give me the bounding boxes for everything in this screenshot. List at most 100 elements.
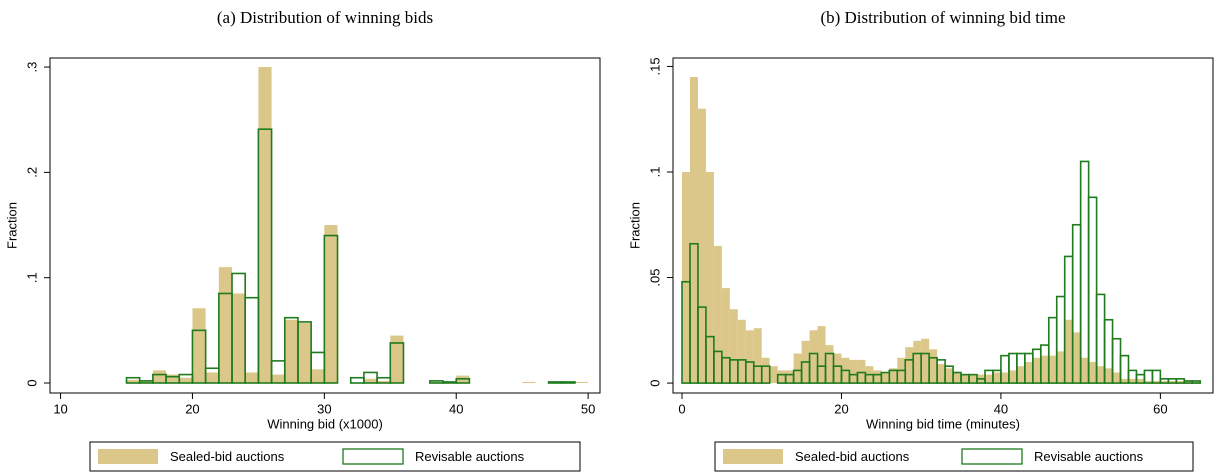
y-tick-label: 0 bbox=[24, 379, 39, 386]
bar bbox=[705, 171, 714, 384]
bar bbox=[777, 370, 786, 384]
bar bbox=[937, 364, 946, 384]
bar bbox=[753, 328, 762, 384]
bar bbox=[873, 370, 882, 384]
x-tick-label: 0 bbox=[678, 401, 685, 416]
bar bbox=[921, 338, 930, 384]
bar bbox=[953, 372, 962, 384]
bar bbox=[1096, 366, 1105, 384]
x-tick-label: 10 bbox=[53, 401, 67, 416]
bar bbox=[857, 359, 866, 384]
bar bbox=[560, 381, 576, 384]
legend-swatch bbox=[342, 448, 404, 465]
bar bbox=[324, 225, 338, 383]
bar bbox=[1072, 332, 1081, 384]
legend-label: Revisable auctions bbox=[1034, 449, 1144, 464]
bar bbox=[297, 322, 312, 383]
bar bbox=[689, 76, 698, 384]
legend-label: Sealed-bid auctions bbox=[795, 449, 910, 464]
bar bbox=[1016, 366, 1025, 384]
bar bbox=[1032, 357, 1041, 384]
bar bbox=[889, 368, 898, 384]
y-tick-label: .2 bbox=[24, 167, 39, 178]
bar bbox=[1008, 370, 1017, 384]
bar bbox=[913, 340, 922, 384]
bar bbox=[1112, 372, 1121, 384]
y-tick-label: .1 bbox=[647, 167, 662, 178]
legend-frame bbox=[89, 441, 581, 472]
bar bbox=[1151, 369, 1162, 384]
bar bbox=[969, 374, 978, 384]
bar bbox=[179, 377, 193, 383]
bar bbox=[1024, 361, 1033, 384]
bar bbox=[905, 347, 914, 384]
legend-label: Sealed-bid auctions bbox=[170, 449, 285, 464]
bar bbox=[152, 370, 167, 383]
bar bbox=[737, 319, 746, 384]
bar bbox=[1144, 380, 1153, 384]
chart-title: (a) Distribution of winning bids bbox=[217, 8, 433, 27]
bar bbox=[697, 108, 706, 384]
x-tick-label: 20 bbox=[834, 401, 848, 416]
x-axis-label: Winning bid (x1000) bbox=[267, 416, 383, 431]
bar bbox=[1176, 380, 1185, 384]
y-tick-label: .1 bbox=[24, 272, 39, 283]
bar bbox=[1080, 357, 1089, 384]
bar bbox=[1064, 319, 1073, 384]
legend-label: Revisable auctions bbox=[415, 449, 525, 464]
legend-swatch bbox=[98, 449, 158, 464]
bar bbox=[284, 319, 298, 383]
bar bbox=[257, 128, 273, 384]
bar bbox=[682, 171, 690, 384]
bar bbox=[984, 374, 993, 384]
bar bbox=[760, 365, 771, 384]
plot-frame bbox=[49, 57, 601, 394]
bar bbox=[1160, 380, 1169, 384]
bar bbox=[363, 378, 378, 383]
x-tick-label: 20 bbox=[185, 401, 199, 416]
bar bbox=[761, 357, 770, 384]
bar bbox=[992, 372, 1001, 384]
bar bbox=[192, 308, 206, 383]
bar bbox=[323, 234, 339, 384]
bar bbox=[745, 330, 754, 384]
bar bbox=[1128, 378, 1137, 384]
legend-frame bbox=[714, 441, 1194, 472]
y-tick-label: .05 bbox=[647, 268, 662, 286]
bar bbox=[166, 374, 180, 383]
bar bbox=[825, 345, 834, 384]
bar bbox=[574, 381, 589, 383]
bar bbox=[258, 67, 272, 383]
x-tick-label: 50 bbox=[581, 401, 595, 416]
bar bbox=[547, 381, 563, 384]
y-axis-label: Fraction bbox=[627, 202, 642, 249]
bar bbox=[833, 353, 842, 384]
bar bbox=[1192, 380, 1201, 384]
bar bbox=[1088, 361, 1097, 384]
y-axis-label: Fraction bbox=[4, 202, 19, 249]
bar bbox=[522, 381, 536, 383]
x-tick-label: 60 bbox=[1153, 401, 1167, 416]
bar bbox=[785, 370, 794, 384]
x-axis-label: Winning bid time (minutes) bbox=[866, 416, 1020, 431]
bar bbox=[881, 372, 890, 384]
bar bbox=[929, 349, 938, 384]
bar bbox=[455, 377, 471, 384]
bar bbox=[1191, 380, 1202, 384]
bar bbox=[713, 245, 722, 384]
x-tick-label: 40 bbox=[994, 401, 1008, 416]
x-tick-label: 40 bbox=[449, 401, 463, 416]
y-tick-label: .3 bbox=[24, 62, 39, 73]
bar bbox=[126, 379, 140, 383]
legend-swatch bbox=[723, 449, 783, 464]
bar bbox=[849, 359, 858, 384]
bar bbox=[218, 267, 233, 383]
bar bbox=[191, 329, 207, 384]
legend-swatch bbox=[961, 448, 1023, 465]
bar bbox=[245, 372, 259, 383]
bar bbox=[729, 309, 738, 384]
bar bbox=[945, 368, 954, 384]
bar bbox=[1104, 368, 1113, 384]
bar bbox=[721, 288, 730, 384]
x-tick-label: 30 bbox=[317, 401, 331, 416]
